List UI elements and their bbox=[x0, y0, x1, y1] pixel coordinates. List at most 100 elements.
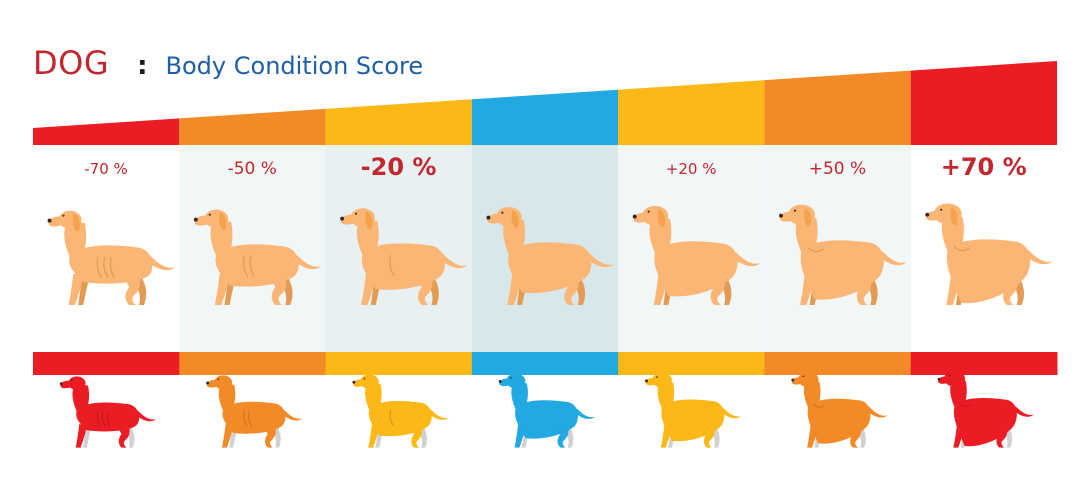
dog-front-leg bbox=[221, 424, 234, 448]
dog-rib-line bbox=[96, 411, 101, 428]
dog-ear bbox=[78, 378, 85, 392]
dog-ear bbox=[517, 375, 524, 390]
dog-front-leg bbox=[75, 424, 87, 448]
dog-silhouette-6 bbox=[791, 371, 888, 448]
dog-ear bbox=[804, 208, 812, 227]
dog-nose bbox=[340, 216, 345, 221]
dog-muzzle bbox=[487, 213, 503, 224]
dog-muzzle bbox=[341, 214, 357, 225]
percent-label-3: -20 % bbox=[360, 153, 437, 181]
dog-ear bbox=[664, 375, 670, 389]
dog-fat-fold bbox=[959, 402, 972, 407]
dog-ear bbox=[511, 210, 519, 229]
dog-silhouette-1 bbox=[59, 376, 157, 448]
dog-illustration-5 bbox=[632, 205, 761, 306]
dog-front-leg bbox=[660, 424, 672, 448]
dog-neck bbox=[365, 381, 382, 412]
dog-nose bbox=[193, 217, 198, 222]
dog-nose bbox=[59, 382, 63, 386]
dog-fat-fold bbox=[953, 246, 970, 252]
dog-nose bbox=[632, 214, 637, 219]
dog-ear bbox=[225, 377, 231, 392]
top-band-segment-5 bbox=[618, 80, 765, 145]
percent-label-1: -70 % bbox=[84, 160, 128, 178]
dog-illustration-1 bbox=[47, 210, 176, 306]
dog-muzzle bbox=[779, 211, 795, 222]
dog-ear bbox=[810, 374, 816, 389]
dog-neck bbox=[210, 218, 233, 259]
dog-front-leg bbox=[953, 424, 965, 448]
top-band-segment-3 bbox=[325, 99, 472, 145]
dog-rib-line bbox=[101, 411, 106, 428]
dog-rib-line bbox=[249, 255, 255, 277]
dog-neck bbox=[64, 219, 87, 260]
dog-tail bbox=[428, 408, 449, 420]
chart-title: DOG : Body Condition Score bbox=[33, 44, 423, 94]
dog-ear bbox=[657, 209, 666, 228]
dog-ear bbox=[950, 207, 958, 226]
dog-front-leg bbox=[214, 273, 230, 306]
dog-rib-line bbox=[389, 409, 394, 426]
dog-eye bbox=[948, 374, 951, 377]
dog-nose bbox=[47, 218, 52, 223]
dog-eye bbox=[71, 379, 73, 381]
dog-muzzle bbox=[499, 378, 511, 387]
dog-eye bbox=[793, 209, 796, 212]
bottom-bar-segment-1 bbox=[33, 352, 180, 375]
dog-front-leg bbox=[799, 273, 815, 306]
dog-hind-leg bbox=[264, 420, 276, 448]
dog-silhouette-5 bbox=[645, 372, 742, 448]
dog-illustration-2 bbox=[193, 209, 322, 306]
top-band-segment-1 bbox=[33, 118, 180, 145]
dog-rib-line bbox=[103, 256, 109, 278]
dog-muzzle bbox=[48, 216, 64, 227]
dog-front-leg bbox=[653, 273, 669, 306]
dog-muzzle bbox=[791, 376, 804, 385]
dog-nose bbox=[498, 380, 502, 384]
dog-ear bbox=[219, 212, 227, 231]
dog-silhouette-2 bbox=[206, 375, 303, 448]
dog-tail bbox=[148, 255, 176, 271]
dog-front-leg bbox=[507, 273, 523, 306]
dog-illustration-3 bbox=[340, 208, 468, 306]
percent-label-6: +50 % bbox=[808, 159, 867, 179]
top-band-segment-7 bbox=[910, 61, 1057, 145]
dog-front-leg bbox=[807, 424, 819, 448]
dog-hind-leg bbox=[996, 420, 1008, 448]
dog-tail bbox=[880, 250, 907, 266]
dog-hind-leg bbox=[271, 268, 287, 306]
dog-ear bbox=[72, 213, 80, 232]
dog-hind-leg bbox=[118, 420, 130, 448]
bottom-bar-segment-7 bbox=[910, 352, 1058, 375]
dog-tail bbox=[733, 251, 761, 267]
dog-silhouette-3 bbox=[352, 374, 449, 448]
dog-muzzle bbox=[633, 212, 649, 223]
dog-ear bbox=[371, 376, 377, 391]
dog-illustration-6 bbox=[779, 204, 907, 306]
dog-hind-leg bbox=[703, 420, 715, 448]
top-band-segment-2 bbox=[179, 108, 326, 145]
dog-rib-line bbox=[106, 411, 111, 428]
dog-tail bbox=[867, 406, 888, 418]
dog-muzzle bbox=[938, 376, 950, 384]
dog-muzzle bbox=[353, 379, 365, 387]
dog-tail bbox=[1014, 405, 1034, 417]
top-band-segment-4 bbox=[471, 89, 619, 145]
bottom-bar-segment-3 bbox=[325, 352, 473, 375]
dog-tail bbox=[587, 252, 614, 268]
dog-fat-fold bbox=[812, 403, 825, 408]
dog-muzzle bbox=[194, 215, 210, 226]
percent-label-2: -50 % bbox=[227, 159, 277, 179]
dog-rib-line bbox=[242, 255, 249, 277]
dog-front-leg bbox=[368, 424, 380, 448]
bottom-bar-segment-6 bbox=[764, 352, 912, 375]
dog-muzzle bbox=[645, 377, 658, 386]
percent-label-5: +20 % bbox=[665, 160, 717, 178]
dog-tail bbox=[136, 410, 157, 422]
title-main: DOG bbox=[33, 44, 110, 82]
dog-front-leg bbox=[946, 273, 961, 306]
dog-nose bbox=[791, 378, 795, 382]
dog-ear bbox=[365, 211, 373, 230]
dog-muzzle bbox=[926, 210, 942, 221]
bottom-bar-segment-2 bbox=[179, 352, 327, 375]
